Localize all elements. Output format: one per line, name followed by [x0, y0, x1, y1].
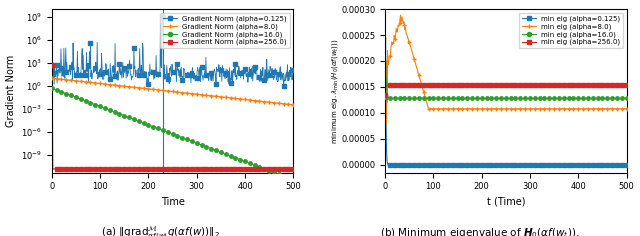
Text: (a) $\|\mathrm{grad}^{\mathcal{M}}_{\alpha f(w)}g(\alpha f(w))\|_2$: (a) $\|\mathrm{grad}^{\mathcal{M}}_{\alp…: [100, 224, 220, 236]
Y-axis label: minimum eig. $\lambda_{\min}(H_0(\alpha f(w_t)))$: minimum eig. $\lambda_{\min}(H_0(\alpha …: [330, 38, 340, 143]
Legend: Gradient Norm (alpha=0.125), Gradient Norm (alpha=8.0), Gradient Norm (alpha=16.: Gradient Norm (alpha=0.125), Gradient No…: [160, 13, 290, 48]
Legend: min eig (alpha=0.125), min eig (alpha=8.0), min eig (alpha=16.0), min eig (alpha: min eig (alpha=0.125), min eig (alpha=8.…: [519, 13, 623, 48]
X-axis label: Time: Time: [161, 197, 184, 207]
X-axis label: t (Time): t (Time): [486, 197, 525, 207]
Text: (b) Minimum eigenvalue of $\boldsymbol{H}_0(\alpha f(w_t))$.: (b) Minimum eigenvalue of $\boldsymbol{H…: [380, 226, 580, 236]
Y-axis label: Gradient Norm: Gradient Norm: [6, 55, 15, 127]
